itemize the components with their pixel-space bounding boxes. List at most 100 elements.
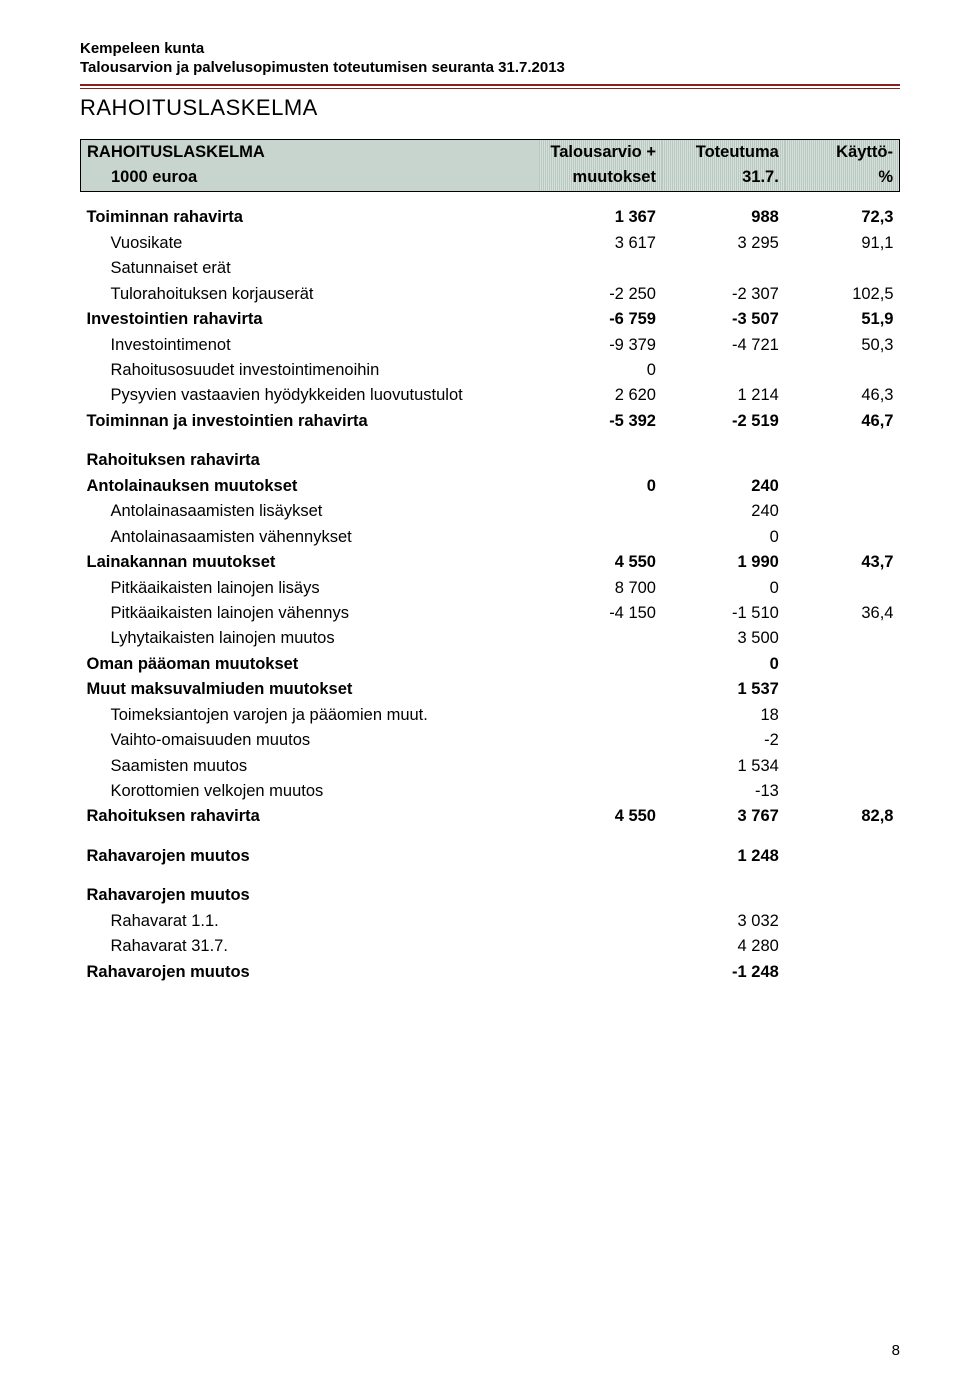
table-row: Lainakannan muutokset 4 550 1 990 43,7 [81, 550, 900, 575]
row-label: Pitkäaikaisten lainojen vähennys [81, 601, 540, 626]
row-val-a: 4 550 [539, 550, 662, 575]
row-val-a: -5 392 [539, 409, 662, 434]
row-label: Rahavarat 31.7. [81, 934, 540, 959]
table-row: Antolainauksen muutokset 0 240 [81, 474, 900, 499]
row-val-a: 1 367 [539, 205, 662, 230]
header-col-c: Käyttö- [785, 140, 900, 166]
row-label: Pitkäaikaisten lainojen lisäys [81, 576, 540, 601]
row-val-c: 51,9 [785, 307, 900, 332]
table-row: Pitkäaikaisten lainojen vähennys -4 150 … [81, 601, 900, 626]
row-label: Lainakannan muutokset [81, 550, 540, 575]
row-label: Vuosikate [81, 231, 540, 256]
row-val-b: -4 721 [662, 333, 785, 358]
table-row: Rahoituksen rahavirta 4 550 3 767 82,8 [81, 804, 900, 829]
row-val-c: 36,4 [785, 601, 900, 626]
row-label: Rahavarat 1.1. [81, 909, 540, 934]
header-col-a: Talousarvio + [539, 140, 662, 166]
table-row: Rahoituksen rahavirta [81, 448, 900, 473]
row-val-c: 72,3 [785, 205, 900, 230]
table-row: Rahavarojen muutos 1 248 [81, 844, 900, 869]
row-label: Satunnaiset erät [81, 256, 540, 281]
table-row: Antolainasaamisten vähennykset 0 [81, 525, 900, 550]
row-val-b: 0 [662, 576, 785, 601]
header-col-b2: 31.7. [662, 165, 785, 191]
row-val-a: 8 700 [539, 576, 662, 601]
row-val-c: 46,3 [785, 383, 900, 408]
page-number: 8 [892, 1342, 900, 1359]
row-val-a: 0 [539, 358, 662, 383]
row-val-b: 1 534 [662, 754, 785, 779]
table-row: Antolainasaamisten lisäykset 240 [81, 499, 900, 524]
row-label: Rahoituksen rahavirta [81, 804, 540, 829]
row-val-a: 3 617 [539, 231, 662, 256]
row-val-b: -3 507 [662, 307, 785, 332]
table-header-row: 1000 euroa muutokset 31.7. % [81, 165, 900, 191]
row-val-c: 102,5 [785, 282, 900, 307]
table-row: Toiminnan rahavirta 1 367 988 72,3 [81, 205, 900, 230]
row-label: Antolainasaamisten vähennykset [81, 525, 540, 550]
table-row: Rahavarat 1.1. 3 032 [81, 909, 900, 934]
row-val-b: 3 767 [662, 804, 785, 829]
table-row: Pysyvien vastaavien hyödykkeiden luovutu… [81, 383, 900, 408]
table-row: Toimeksiantojen varojen ja pääomien muut… [81, 703, 900, 728]
org-name: Kempeleen kunta [80, 40, 900, 57]
table-row: Vaihto-omaisuuden muutos -2 [81, 728, 900, 753]
table-header-row: RAHOITUSLASKELMA Talousarvio + Toteutuma… [81, 140, 900, 166]
row-val-a: 4 550 [539, 804, 662, 829]
row-val-b: -2 519 [662, 409, 785, 434]
row-label: Korottomien velkojen muutos [81, 779, 540, 804]
row-label: Toiminnan ja investointien rahavirta [81, 409, 540, 434]
row-val-a: -9 379 [539, 333, 662, 358]
row-val-b: -13 [662, 779, 785, 804]
table-row: Muut maksuvalmiuden muutokset 1 537 [81, 677, 900, 702]
table-row: Saamisten muutos 1 534 [81, 754, 900, 779]
row-label: Rahoitusosuudet investointimenoihin [81, 358, 540, 383]
row-val-c: 43,7 [785, 550, 900, 575]
header-label: RAHOITUSLASKELMA [81, 140, 540, 166]
row-label: Toimeksiantojen varojen ja pääomien muut… [81, 703, 540, 728]
row-val-b: 0 [662, 525, 785, 550]
row-val-b: 0 [662, 652, 785, 677]
row-val-b: 3 295 [662, 231, 785, 256]
report-subtitle: Talousarvion ja palvelusopimusten toteut… [80, 59, 900, 76]
table-row: Investointien rahavirta -6 759 -3 507 51… [81, 307, 900, 332]
header-rule [80, 84, 900, 89]
table-row: Rahavarojen muutos [81, 883, 900, 908]
row-label: Vaihto-omaisuuden muutos [81, 728, 540, 753]
row-val-a: 0 [539, 474, 662, 499]
table-row: Oman pääoman muutokset 0 [81, 652, 900, 677]
section-title: RAHOITUSLASKELMA [80, 95, 900, 121]
row-label: Antolainasaamisten lisäykset [81, 499, 540, 524]
table-row: Pitkäaikaisten lainojen lisäys 8 700 0 [81, 576, 900, 601]
row-label: Rahavarojen muutos [81, 844, 540, 869]
table-row: Vuosikate 3 617 3 295 91,1 [81, 231, 900, 256]
row-label: Rahoituksen rahavirta [81, 448, 540, 473]
table-row: Rahavarat 31.7. 4 280 [81, 934, 900, 959]
row-val-b: 1 248 [662, 844, 785, 869]
row-val-a: -4 150 [539, 601, 662, 626]
table-row: Rahoitusosuudet investointimenoihin 0 [81, 358, 900, 383]
header-units: 1000 euroa [81, 165, 540, 191]
row-val-c: 46,7 [785, 409, 900, 434]
row-val-b: 3 500 [662, 626, 785, 651]
row-label: Toiminnan rahavirta [81, 205, 540, 230]
row-val-b: 18 [662, 703, 785, 728]
row-label: Lyhytaikaisten lainojen muutos [81, 626, 540, 651]
row-label: Rahavarojen muutos [81, 960, 540, 985]
row-label: Pysyvien vastaavien hyödykkeiden luovutu… [81, 383, 540, 408]
row-val-b: -2 [662, 728, 785, 753]
row-val-b: 988 [662, 205, 785, 230]
table-row: Rahavarojen muutos -1 248 [81, 960, 900, 985]
table-row: Korottomien velkojen muutos -13 [81, 779, 900, 804]
row-val-a: 2 620 [539, 383, 662, 408]
row-val-b: 4 280 [662, 934, 785, 959]
row-label: Investointien rahavirta [81, 307, 540, 332]
row-label: Saamisten muutos [81, 754, 540, 779]
row-val-b: 3 032 [662, 909, 785, 934]
table-row: Tulorahoituksen korjauserät -2 250 -2 30… [81, 282, 900, 307]
row-val-c: 91,1 [785, 231, 900, 256]
table-row: Investointimenot -9 379 -4 721 50,3 [81, 333, 900, 358]
row-val-b: 240 [662, 474, 785, 499]
row-val-b: 1 990 [662, 550, 785, 575]
row-val-b: -1 248 [662, 960, 785, 985]
